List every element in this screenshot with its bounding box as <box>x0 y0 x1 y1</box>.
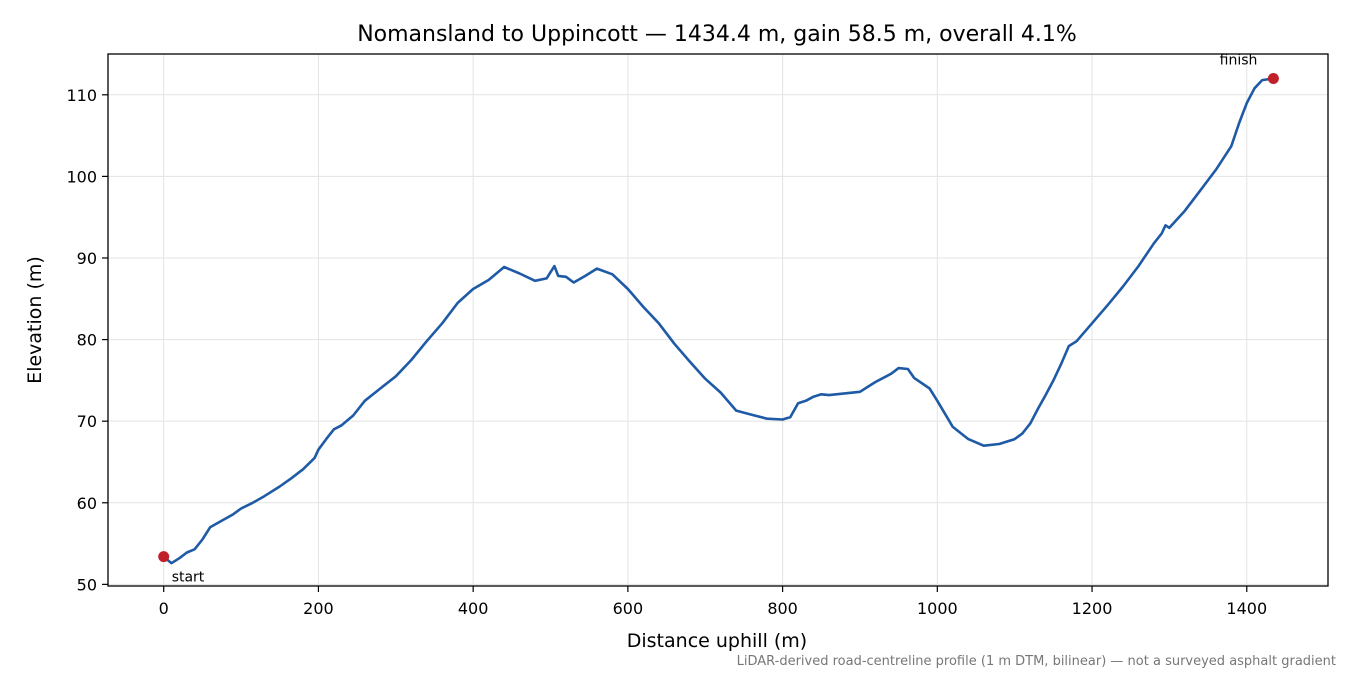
x-tick-label: 0 <box>159 599 169 618</box>
x-tick-label: 400 <box>458 599 489 618</box>
x-axis-label: Distance uphill (m) <box>627 630 807 652</box>
x-tick-label: 1200 <box>1072 599 1113 618</box>
elevation-line <box>162 77 1275 565</box>
x-tick-label: 1400 <box>1226 599 1267 618</box>
y-tick-label: 70 <box>77 412 97 431</box>
y-tick-label: 110 <box>66 86 97 105</box>
y-axis-label: Elevation (m) <box>24 256 46 384</box>
x-tick-label: 600 <box>613 599 644 618</box>
x-tick-label: 1000 <box>917 599 958 618</box>
y-tick-label: 90 <box>77 249 97 268</box>
chart-title: Nomansland to Uppincott — 1434.4 m, gain… <box>357 22 1077 47</box>
footnote: LiDAR-derived road-centreline profile (1… <box>737 654 1336 669</box>
y-tick-label: 50 <box>77 575 97 594</box>
start-annotation: start <box>172 570 205 586</box>
endpoint-markers: start finish <box>158 52 1279 586</box>
grid-lines <box>108 54 1328 586</box>
plot-frame <box>107 53 1329 587</box>
start-marker <box>158 551 170 563</box>
y-tick-label: 80 <box>77 331 97 350</box>
x-tick-label: 200 <box>303 599 334 618</box>
y-axis-ticks: 50 60 70 80 90 100 110 <box>66 86 108 594</box>
y-tick-label: 60 <box>77 494 97 513</box>
finish-annotation: finish <box>1220 52 1258 68</box>
x-axis-ticks: 0 200 400 600 800 1000 1200 1400 <box>159 586 1267 618</box>
elevation-series <box>162 77 1275 565</box>
x-tick-label: 800 <box>767 599 798 618</box>
y-tick-label: 100 <box>66 167 97 186</box>
finish-marker <box>1267 72 1279 84</box>
